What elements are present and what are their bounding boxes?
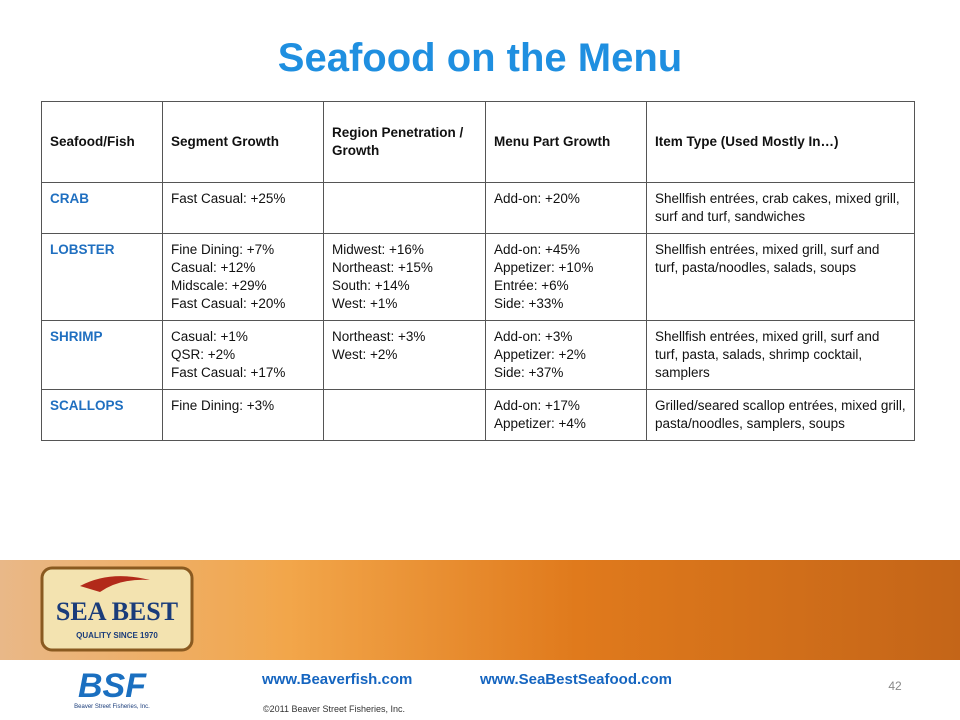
table-row: SHRIMP Casual: +1% QSR: +2% Fast Casual: +1… [41,320,915,390]
cell-items: Shellfish entrées, crab cakes, mixed gri… [646,182,915,234]
cell-line: QSR: +2% [171,347,236,362]
footer-band [0,660,960,720]
table-row: SCALLOPS Fine Dining: +3% Add-on: +17% Appe… [41,389,915,441]
gull-icon [80,576,150,592]
cell-line: Fine Dining: +3% [171,398,275,413]
cell-region: Northeast: +3% West: +2% [323,320,486,390]
cell-segment: Fine Dining: +7% Casual: +12% Midscale: +2… [162,233,324,321]
column-header: Menu Part Growth [485,101,647,183]
cell-line: Fast Casual: +25% [171,191,286,206]
cell-line: Side: +33% [494,296,564,311]
column-header: Segment Growth [162,101,324,183]
cell-line: Casual: +12% [171,260,256,275]
cell-menu: Add-on: +45% Appetizer: +10% Entrée: +6% Si… [485,233,647,321]
cell-line: Fine Dining: +7% [171,242,275,257]
fish-name: LOBSTER [41,233,163,321]
table-row: CRAB Fast Casual: +25% Add-on: +20% Shellfi… [41,182,915,234]
cell-line: West: +2% [332,347,398,362]
logo-badge [40,566,194,652]
cell-menu: Add-on: +20% [485,182,647,234]
header-row: Seafood/Fish Segment Growth Region Penetra… [41,101,915,183]
cell-items: Shellfish entrées, mixed grill, surf and… [646,320,915,390]
cell-line: Add-on: +20% [494,191,580,206]
cell-segment: Fine Dining: +3% [162,389,324,441]
cell-items: Shellfish entrées, mixed grill, surf and… [646,233,915,321]
cell-region [323,389,486,441]
seafood-table: Seafood/Fish Segment Growth Region Penetra… [41,101,915,441]
cell-line: Add-on: +3% [494,329,573,344]
cell-items: Grilled/seared scallop entrées, mixed gr… [646,389,915,441]
slide-title: Seafood on the Menu [277,36,683,80]
cell-line: Appetizer: +4% [494,416,586,431]
cell-line: Casual: +1% [171,329,248,344]
cell-region: Midwest: +16% Northeast: +15% South: +14% W… [323,233,486,321]
cell-line: Midwest: +16% [332,242,424,257]
cell-line: Add-on: +17% [494,398,580,413]
column-header: Item Type (Used Mostly In…) [646,101,915,183]
fish-name: SHRIMP [41,320,163,390]
page-number: 42 [888,679,902,693]
cell-line: Fast Casual: +17% [171,365,286,380]
cell-line: Northeast: +15% [332,260,433,275]
cell-line: Entrée: +6% [494,278,569,293]
cell-line: Appetizer: +2% [494,347,586,362]
copyright: ©2011 Beaver Street Fisheries, Inc. [263,704,405,714]
cell-line: Midscale: +29% [171,278,267,293]
cell-line: Appetizer: +10% [494,260,594,275]
cell-segment: Fast Casual: +25% [162,182,324,234]
cell-line: Add-on: +45% [494,242,580,257]
fish-name: SCALLOPS [41,389,163,441]
cell-line: Side: +37% [494,365,564,380]
cell-menu: Add-on: +17% Appetizer: +4% [485,389,647,441]
cell-segment: Casual: +1% QSR: +2% Fast Casual: +17% [162,320,324,390]
fish-name: CRAB [41,182,163,234]
column-header: Region Penetration / Growth [323,101,486,183]
link[interactable]: www.SeaBestSeafood.com [480,671,672,688]
cell-line: South: +14% [332,278,410,293]
cell-line: Fast Casual: +20% [171,296,286,311]
logo-tagline: QUALITY SINCE 1970 [76,631,158,640]
bsf-company: Beaver Street Fisheries, Inc. [74,704,150,710]
bsf-logo: BSF [78,667,147,705]
table-row: LOBSTER Fine Dining: +7% Casual: +12% Midsc… [41,233,915,321]
cell-menu: Add-on: +3% Appetizer: +2% Side: +37% [485,320,647,390]
link[interactable]: www.Beaverfish.com [262,671,413,688]
cell-line: Northeast: +3% [332,329,426,344]
column-header: Seafood/Fish [41,101,163,183]
logo-text: SEA BEST [56,597,178,626]
cell-line: West: +1% [332,296,398,311]
